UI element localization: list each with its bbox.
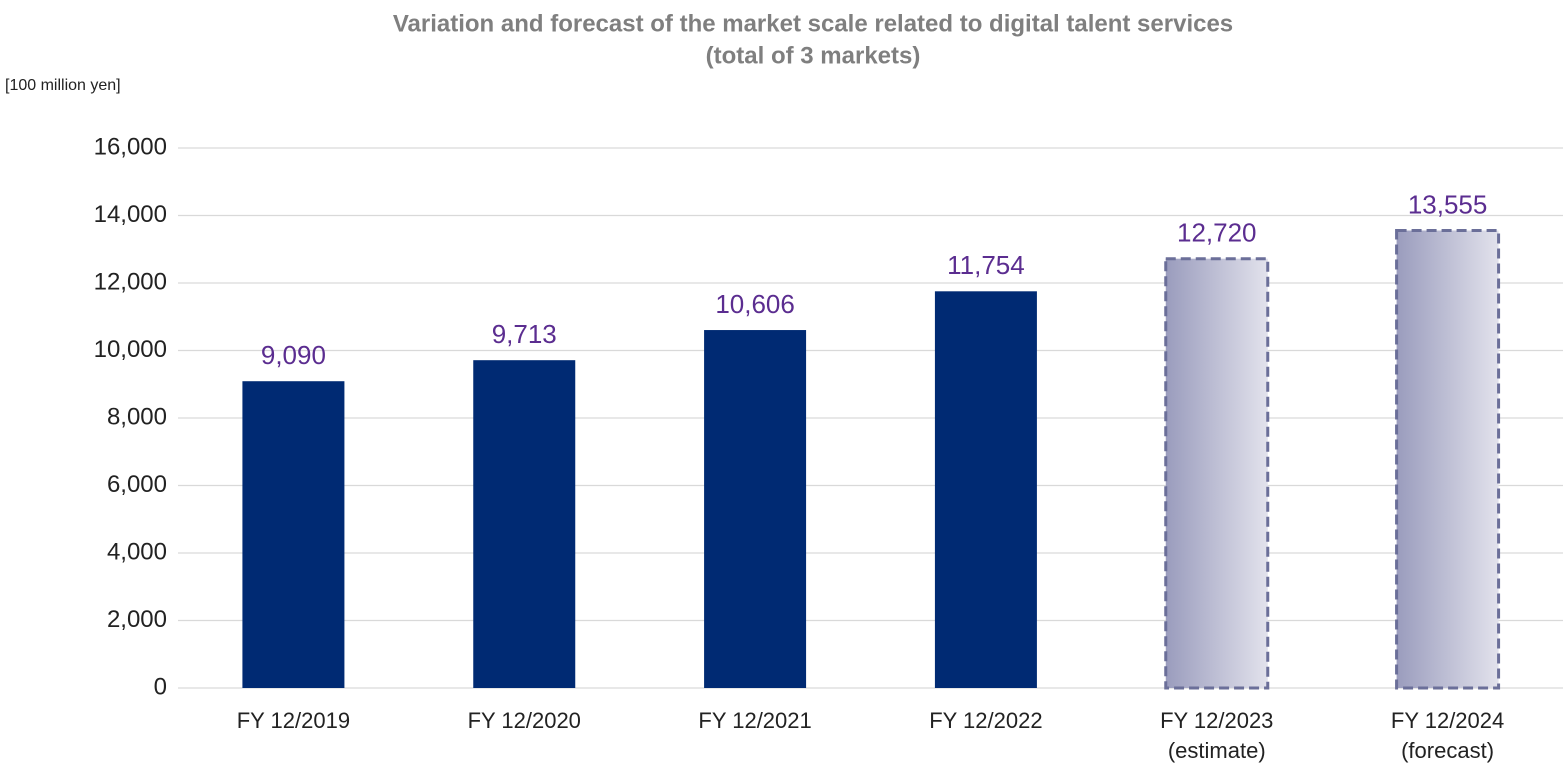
y-tick-label: 6,000 (107, 471, 167, 498)
x-tick-label: FY 12/2022 (929, 708, 1043, 733)
bar (242, 381, 345, 688)
x-tick-label: FY 12/2021 (698, 708, 812, 733)
bar (473, 360, 576, 688)
chart-title: Variation and forecast of the market sca… (393, 10, 1233, 37)
value-label: 9,090 (261, 340, 326, 370)
value-label: 12,720 (1177, 218, 1257, 248)
y-axis-label: [100 million yen] (5, 77, 121, 94)
x-tick-label: FY 12/2024 (forecast) (1390, 708, 1505, 763)
y-tick-label: 2,000 (107, 606, 167, 633)
x-tick-label: FY 12/2019 (236, 708, 351, 733)
y-tick-label: 8,000 (107, 403, 167, 430)
bar (1164, 257, 1270, 690)
y-tick-label: 12,000 (94, 268, 167, 295)
bar (1395, 229, 1501, 690)
chart-subtitle: (total of 3 markets) (706, 42, 921, 69)
value-label: 9,713 (492, 319, 557, 349)
value-label: 11,754 (947, 250, 1025, 280)
y-tick-label: 4,000 (107, 538, 167, 565)
y-tick-label: 14,000 (94, 201, 167, 228)
y-tick-label: 16,000 (94, 133, 167, 160)
y-tick-label: 0 (154, 673, 167, 700)
bar (934, 291, 1037, 688)
value-label: 13,555 (1408, 189, 1488, 219)
value-label: 10,606 (715, 289, 795, 319)
y-tick-label: 10,000 (94, 336, 167, 363)
bar (704, 330, 807, 688)
x-tick-label: FY 12/2020 (467, 708, 581, 733)
x-tick-label: FY 12/2023 (estimate) (1160, 708, 1274, 763)
